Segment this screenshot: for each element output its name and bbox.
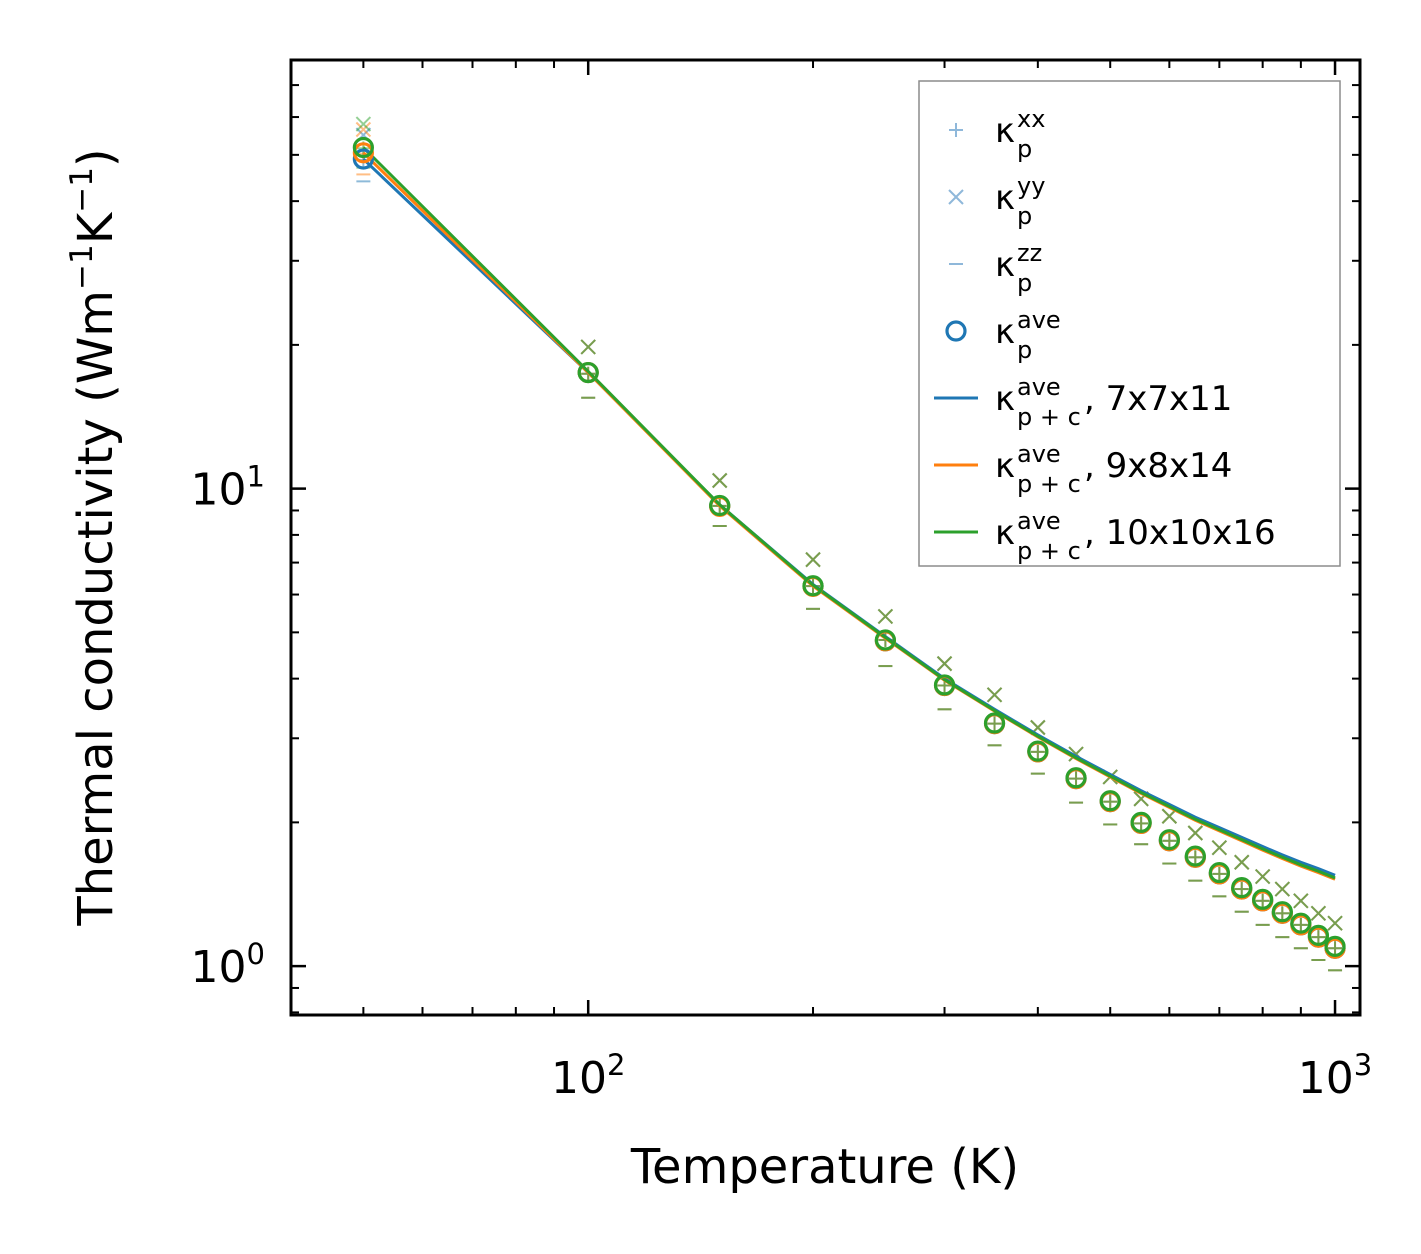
kappa-p-ave-marker [1324, 935, 1346, 957]
legend-marker-ave-p [945, 320, 967, 342]
kappa-p-xx-marker [1293, 917, 1308, 932]
kappa-p-yy-marker [712, 472, 728, 489]
kappa-p-ave-marker [874, 629, 896, 651]
kappa-p-yy-marker [1274, 881, 1291, 897]
kappa-p-yy-marker [1327, 915, 1343, 931]
kappa-p-xx-marker [1328, 941, 1343, 956]
kappa-p-xx-marker [1275, 906, 1290, 921]
kappa-p-ave-marker [577, 361, 599, 384]
kappa-p-xx-marker [1311, 930, 1326, 945]
kappa-p-xx-marker [1162, 833, 1177, 848]
tick-labels: 102 103 100 101 [191, 460, 1373, 1104]
kappa-p-yy-marker [1254, 868, 1271, 885]
x-axis-title: Temperature (K) [630, 1139, 1019, 1195]
x-tick-label: 102 [551, 1048, 625, 1104]
legend-label-xx-p: κxx p [995, 105, 1045, 163]
kappa-p-yy-marker [1187, 825, 1204, 841]
kappa-p-ave-marker [1184, 845, 1206, 867]
legend-label-ave-p: κave p [995, 306, 1061, 364]
kappa-p-ave-marker [1065, 767, 1087, 789]
kappa-p-yy-marker [1310, 905, 1327, 922]
kappa-p-ave-marker [1307, 924, 1330, 946]
kappa-p-ave-marker [1231, 877, 1253, 899]
legend-label-yy-p: κyy p [995, 172, 1045, 230]
kappa-p-ave-marker [1158, 829, 1180, 851]
legend: κxx p κyy p κzz p κave p κave p + c, 7x7x11 κave p … [918, 80, 1341, 567]
kappa-p-ave-marker [1208, 861, 1230, 884]
axes-frame [289, 58, 1362, 1017]
legend-label-ave-pc-7x7x11: κave p + c, 7x7x11 [995, 373, 1232, 431]
kappa-p-yy-marker [355, 116, 372, 132]
y-tick-label: 100 [191, 937, 265, 993]
kappa-p-xx-marker [1212, 866, 1227, 881]
kappa-p-ave-marker [1290, 912, 1312, 934]
kappa-p-xx-marker [1069, 771, 1084, 786]
kappa-p-yy-marker [1161, 808, 1178, 824]
y-axis-title: Thermal conductivity (Wm−1K−1) [64, 148, 124, 926]
kappa-p-xx-marker [987, 716, 1002, 731]
kappa-p-yy-marker [805, 551, 821, 568]
kappa-p-yy-marker [936, 655, 953, 672]
kappa-p-yy-marker [1234, 854, 1250, 870]
legend-frame [918, 80, 1341, 567]
x-tick-label: 103 [1298, 1048, 1372, 1104]
kappa-p-yy-marker [1211, 840, 1228, 856]
legend-marker-xx-p [949, 123, 963, 137]
kappa-p-ave-marker [352, 148, 374, 170]
kappa-p-ave-marker [1252, 888, 1274, 910]
kappa-p-xx-marker [1188, 850, 1203, 865]
y-tick-label: 101 [191, 460, 265, 516]
plot-area [352, 116, 1346, 972]
kappa-p-ave-marker [352, 136, 374, 159]
kappa-p-yy-marker [1293, 893, 1309, 909]
kappa-pc-ave-line-10x10x16 [362, 146, 1336, 880]
kappa-p-xx-marker [1134, 816, 1149, 831]
kappa-p-ave-marker [1130, 811, 1152, 833]
kappa-p-ave-marker [983, 712, 1006, 734]
kappa-p-xx-marker [1030, 744, 1045, 759]
kappa-p-yy-marker [986, 687, 1003, 703]
kappa-p-ave-marker [1271, 901, 1293, 923]
legend-label-ave-pc-9x8x14: κave p + c, 9x8x14 [995, 440, 1232, 498]
kappa-p-ave-marker [709, 494, 731, 517]
kappa-p-ave-marker [1099, 790, 1121, 812]
kappa-p-yy-marker [355, 121, 372, 138]
kappa-p-xx-marker [1255, 893, 1270, 908]
kappa-p-ave-marker [802, 575, 824, 597]
legend-marker-yy-p [948, 189, 964, 205]
legend-label-ave-pc-10x10x16: κave p + c, 10x10x16 [995, 507, 1276, 565]
kappa-p-xx-marker [1103, 794, 1118, 809]
kappa-p-ave-marker [1027, 740, 1049, 762]
legend-label-zz-p: κzz p [995, 239, 1042, 297]
kappa-p-yy-marker [580, 339, 596, 355]
kappa-p-yy-marker [877, 608, 894, 625]
kappa-p-ave-marker [933, 674, 956, 696]
kappa-p-xx-marker [1234, 882, 1249, 897]
